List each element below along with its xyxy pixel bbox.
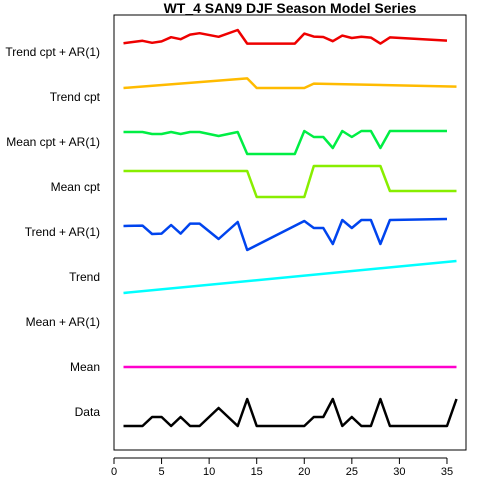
x-tick-label: 25 bbox=[346, 466, 358, 478]
row-label-data: Data bbox=[75, 405, 101, 419]
series-line-data bbox=[123, 397, 458, 428]
row-label-trend-cpt-ar-1: Trend cpt + AR(1) bbox=[5, 45, 100, 59]
row-label-mean-ar-1: Mean + AR(1) bbox=[26, 315, 100, 329]
x-tick-label: 0 bbox=[111, 466, 117, 478]
x-tick-label: 5 bbox=[159, 466, 165, 478]
x-axis: 0 5 10 15 20 25 30 35 bbox=[111, 457, 453, 478]
row-label-mean: Mean bbox=[70, 360, 100, 374]
row-label-trend-cpt: Trend cpt bbox=[50, 90, 101, 104]
x-tick-label: 10 bbox=[203, 466, 215, 478]
row-label-mean-cpt: Mean cpt bbox=[51, 180, 101, 194]
series-line-trend-cpt-ar-1 bbox=[123, 28, 448, 45]
series-lines bbox=[123, 28, 458, 428]
x-tick-label: 30 bbox=[393, 466, 405, 478]
series-line-mean-cpt-ar-1 bbox=[123, 129, 447, 156]
series-line-trend bbox=[123, 259, 457, 295]
series-line-trend-cpt bbox=[123, 77, 457, 90]
series-line-mean-cpt bbox=[123, 164, 457, 199]
y-axis-labels: Trend cpt + AR(1) Trend cpt Mean cpt + AR(… bbox=[5, 45, 100, 419]
chart-title: WT_4 SAN9 DJF Season Model Series bbox=[164, 0, 417, 16]
row-label-trend: Trend bbox=[69, 270, 100, 284]
series-line-trend-ar-1 bbox=[123, 217, 448, 252]
row-label-trend-ar-1: Trend + AR(1) bbox=[25, 225, 100, 239]
plot-frame bbox=[113, 14, 467, 451]
x-tick-label: 15 bbox=[251, 466, 263, 478]
row-label-mean-cpt-ar-1: Mean cpt + AR(1) bbox=[6, 135, 100, 149]
x-tick-label: 35 bbox=[441, 466, 453, 478]
x-tick-label: 20 bbox=[298, 466, 310, 478]
